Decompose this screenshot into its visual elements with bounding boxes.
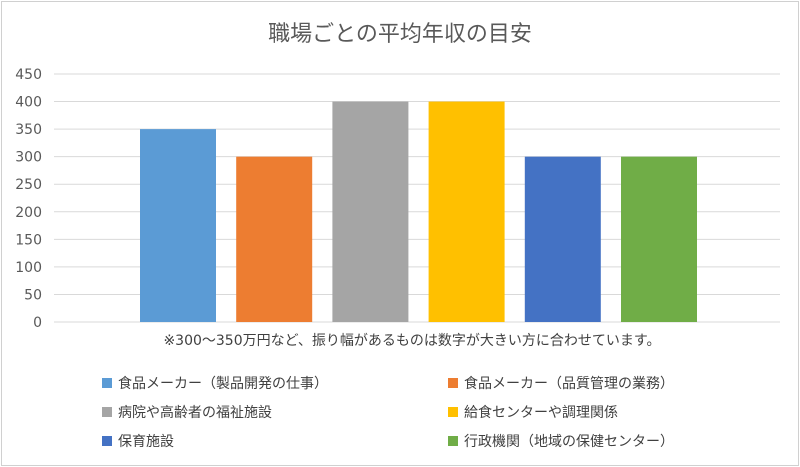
legend-swatch — [448, 407, 458, 417]
legend-label: 保育施設 — [118, 434, 174, 450]
legend-label: 食品メーカー（製品開発の仕事） — [118, 375, 328, 392]
bar — [621, 156, 697, 322]
y-tick-label: 100 — [15, 260, 42, 276]
chart-note: ※300～350万円など、振り幅があるものは数字が大きい方に合わせています。 — [163, 333, 660, 349]
legend: 食品メーカー（製品開発の仕事） 食品メーカー（品質管理の業務） 病院や高齢者の福祉施… — [102, 375, 674, 450]
legend-entry: 食品メーカー（品質管理の業務） — [448, 375, 674, 392]
legend-swatch — [448, 378, 458, 388]
legend-swatch — [102, 436, 112, 446]
legend-swatch — [448, 436, 458, 446]
y-tick-label: 300 — [15, 150, 42, 166]
bars — [140, 101, 697, 322]
legend-entry: 食品メーカー（製品開発の仕事） — [102, 375, 328, 392]
y-tick-label: 200 — [15, 205, 42, 221]
bar — [524, 156, 601, 322]
bar — [332, 101, 409, 322]
y-tick-label: 50 — [24, 287, 42, 303]
y-tick-label: 400 — [15, 95, 42, 111]
legend-label: 行政機関（地域の保健センター） — [464, 434, 674, 450]
y-tick-label: 0 — [33, 315, 42, 331]
y-tick-label: 450 — [15, 67, 42, 83]
y-tick-label: 250 — [15, 177, 42, 193]
bar — [428, 101, 505, 322]
legend-label: 食品メーカー（品質管理の業務） — [464, 375, 674, 392]
legend-swatch — [102, 407, 112, 417]
bar — [236, 156, 313, 322]
chart-title: 職場ごとの平均年収の目安 — [268, 22, 532, 47]
legend-entry: 保育施設 — [102, 434, 174, 450]
legend-label: 給食センターや調理関係 — [464, 404, 618, 421]
bar — [140, 129, 216, 322]
legend-entry: 病院や高齢者の福祉施設 — [102, 404, 272, 421]
legend-entry: 行政機関（地域の保健センター） — [448, 434, 674, 450]
y-axis-tick-labels: 0 50 100 150 200 250 300 350 400 450 — [15, 67, 42, 331]
legend-entry: 給食センターや調理関係 — [448, 404, 618, 421]
y-tick-label: 150 — [15, 232, 42, 248]
legend-swatch — [102, 378, 112, 388]
legend-label: 病院や高齢者の福祉施設 — [118, 404, 272, 421]
y-tick-label: 350 — [15, 122, 42, 138]
